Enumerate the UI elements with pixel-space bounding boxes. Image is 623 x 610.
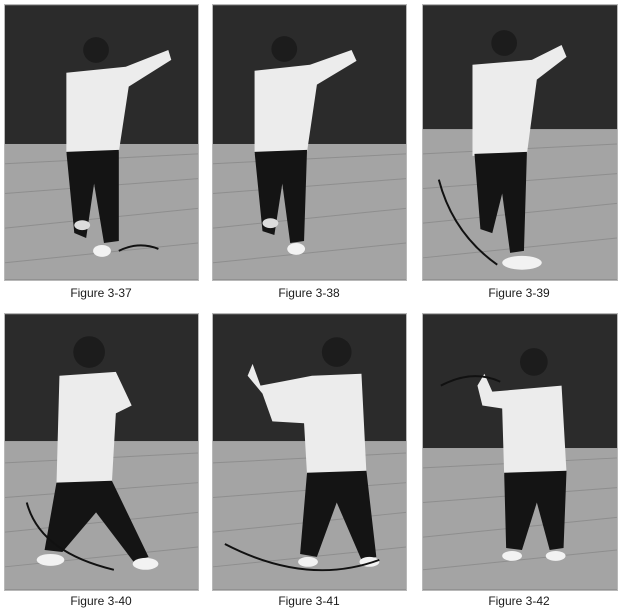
figure-3-39-illustration [423, 5, 617, 280]
caption-figure-3-41: Figure 3-41 [278, 594, 340, 608]
figure-3-42-illustration [423, 314, 617, 590]
caption-figure-3-37: Figure 3-37 [70, 286, 132, 300]
figure-3-38-illustration [213, 5, 406, 280]
figure-3-41-illustration [213, 314, 406, 590]
caption-figure-3-42: Figure 3-42 [488, 594, 550, 608]
figure-3-37-illustration [5, 5, 198, 280]
photo-figure-3-38 [212, 4, 407, 281]
caption-figure-3-40: Figure 3-40 [70, 594, 132, 608]
figure-3-40-illustration [5, 314, 198, 590]
photo-figure-3-40 [4, 313, 199, 591]
caption-figure-3-39: Figure 3-39 [488, 286, 550, 300]
photo-figure-3-42 [422, 313, 618, 591]
photo-figure-3-37 [4, 4, 199, 281]
caption-figure-3-38: Figure 3-38 [278, 286, 340, 300]
photo-figure-3-41 [212, 313, 407, 591]
photo-figure-3-39 [422, 4, 618, 281]
